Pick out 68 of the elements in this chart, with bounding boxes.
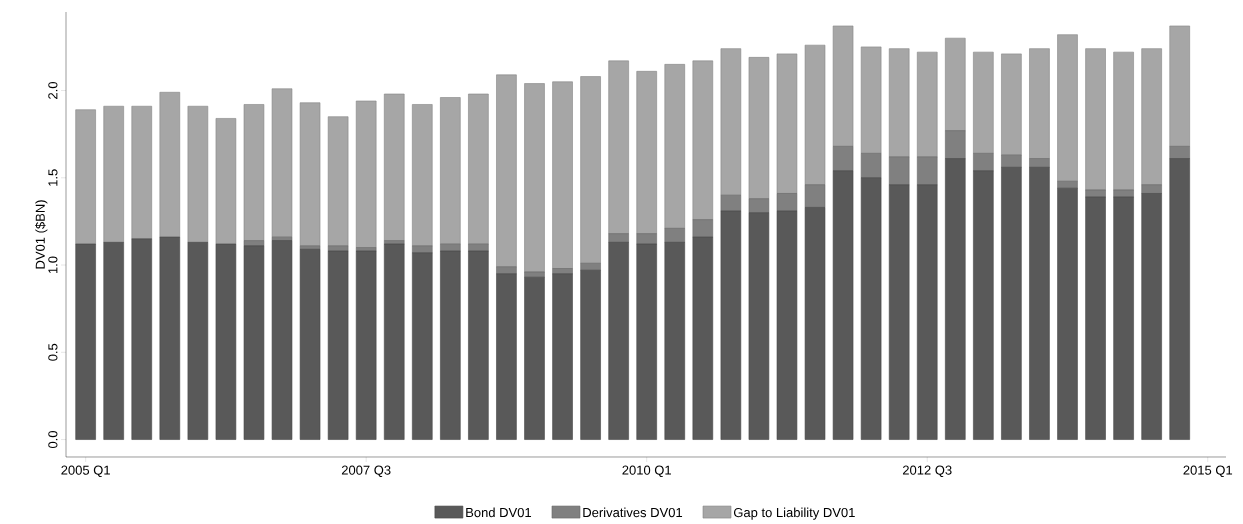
x-tick-label: 2005 Q1 xyxy=(61,465,110,478)
bar xyxy=(973,170,994,440)
bar xyxy=(215,243,237,440)
bar xyxy=(159,91,181,238)
bar xyxy=(1001,167,1022,440)
bar xyxy=(552,273,573,440)
bar xyxy=(187,105,209,243)
bar xyxy=(1141,193,1162,440)
bar xyxy=(215,118,237,245)
x-tick-label: 2015 Q1 xyxy=(1183,465,1233,478)
bar xyxy=(945,158,966,440)
y-axis-title: DV01 ($BN) xyxy=(35,200,48,269)
bar xyxy=(916,184,938,440)
bar xyxy=(832,170,854,440)
bar xyxy=(355,100,377,248)
bar xyxy=(271,240,293,440)
bar xyxy=(75,243,96,440)
bar xyxy=(580,269,601,440)
bar xyxy=(720,210,742,440)
y-tick-label: 0.5 xyxy=(48,343,58,361)
bar xyxy=(75,109,96,245)
x-tick-label: 2010 Q1 xyxy=(622,465,671,478)
y-tick-label: 2.0 xyxy=(48,81,58,99)
bar xyxy=(243,245,265,440)
bar xyxy=(748,212,770,440)
bar xyxy=(383,243,405,440)
bar xyxy=(496,273,517,440)
legend-label: Derivatives DV01 xyxy=(583,507,683,518)
bar xyxy=(776,210,798,440)
bar xyxy=(327,250,349,440)
bar xyxy=(1057,187,1078,440)
bar xyxy=(1113,196,1134,440)
bar xyxy=(299,102,321,247)
legend-label: Gap to Liability DV01 xyxy=(733,507,855,520)
y-tick-label: 1.5 xyxy=(48,169,58,186)
bar xyxy=(103,105,124,243)
bar xyxy=(608,242,629,440)
bar xyxy=(636,243,657,440)
bar xyxy=(299,249,321,440)
bar xyxy=(187,242,209,440)
bar xyxy=(243,104,265,241)
bar xyxy=(664,242,686,440)
bar xyxy=(1169,158,1190,440)
bar xyxy=(383,93,405,241)
bar xyxy=(412,252,433,440)
y-tick-label: 0.0 xyxy=(48,431,58,449)
bar xyxy=(1085,196,1106,440)
bar xyxy=(103,242,124,440)
bar xyxy=(552,81,573,269)
bar xyxy=(131,238,153,440)
y-tick-label: 1.0 xyxy=(48,256,58,274)
bar xyxy=(271,88,293,238)
bar xyxy=(159,236,181,440)
bar xyxy=(692,236,714,440)
bar xyxy=(131,105,153,240)
bar xyxy=(888,184,910,440)
bar xyxy=(440,250,461,440)
bar xyxy=(355,250,377,440)
bar xyxy=(327,116,349,247)
bar xyxy=(804,207,826,440)
x-tick-label: 2007 Q3 xyxy=(341,465,391,478)
bar xyxy=(524,83,545,273)
bar xyxy=(524,276,545,440)
bar xyxy=(1029,167,1050,440)
x-tick-label: 2012 Q3 xyxy=(902,465,952,478)
bar xyxy=(468,250,489,440)
legend-label: Bond DV01 xyxy=(466,507,532,518)
bar xyxy=(860,177,882,440)
